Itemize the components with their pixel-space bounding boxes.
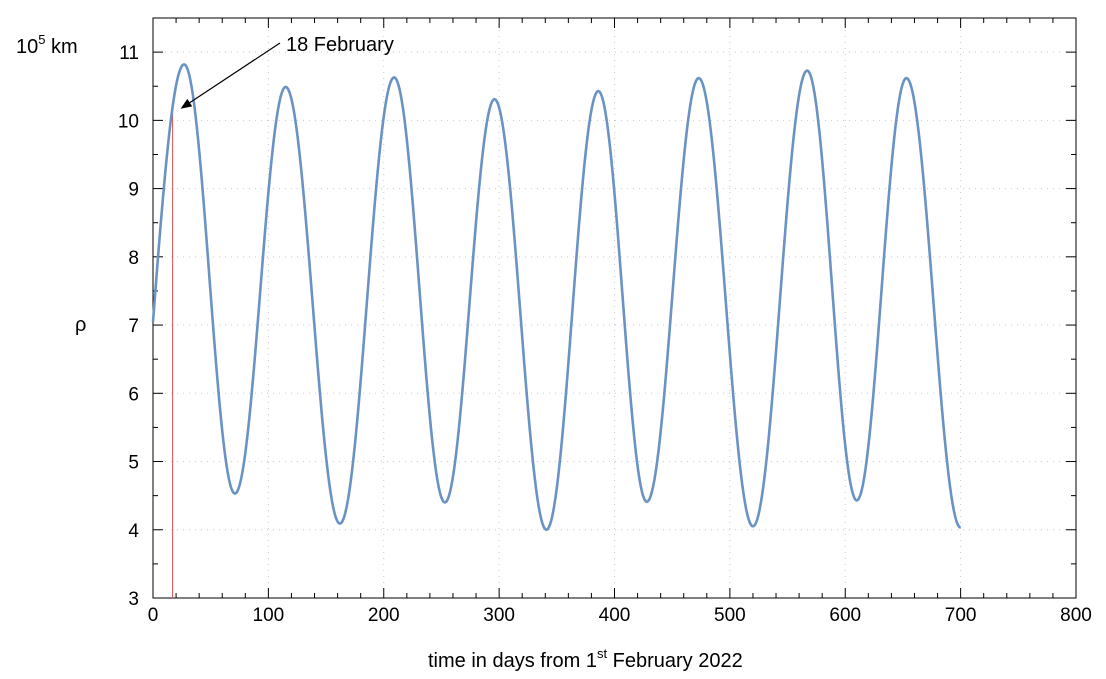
series-line [151, 63, 962, 532]
x-tick-label: 300 [483, 605, 515, 626]
y-tick-label: 7 [128, 316, 139, 337]
annotation-arrowhead [180, 98, 193, 109]
annotation-arrow [189, 42, 281, 104]
x-tick-label: 500 [714, 605, 746, 626]
x-tick-label: 0 [148, 605, 159, 626]
x-tick-label: 100 [253, 605, 285, 626]
y-tick-label: 9 [128, 180, 139, 201]
x-tick-label: 700 [945, 605, 977, 626]
y-tick-label: 6 [128, 384, 139, 405]
x-tick-label: 800 [1060, 605, 1092, 626]
x-tick-label: 200 [368, 605, 400, 626]
x-axis-label: time in days from 1st February 2022 [428, 646, 743, 672]
y-axis: 3 4 5 6 7 8 9 10 11 [118, 43, 1076, 610]
y-axis-label: ρ [75, 314, 86, 336]
x-tick-label: 600 [829, 605, 861, 626]
y-tick-label: 8 [128, 248, 139, 269]
x-tick-label: 400 [599, 605, 631, 626]
annotation-label: 18 February [286, 34, 394, 56]
y-unit-label: 105 km [16, 32, 78, 58]
y-tick-label: 3 [128, 589, 139, 610]
y-tick-label: 5 [128, 453, 139, 474]
y-tick-label: 10 [118, 111, 139, 132]
x-axis: 0 100 200 300 400 500 600 700 800 [148, 18, 1092, 626]
y-tick-label: 11 [119, 43, 139, 64]
y-tick-label: 4 [128, 521, 139, 542]
